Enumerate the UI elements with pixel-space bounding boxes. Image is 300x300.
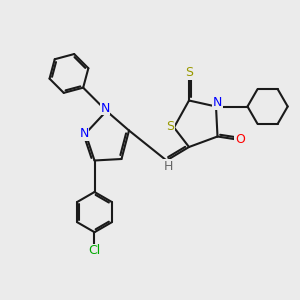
Text: S: S <box>185 66 193 79</box>
Text: Cl: Cl <box>88 244 101 257</box>
Text: N: N <box>100 101 110 115</box>
Text: H: H <box>163 160 173 173</box>
Text: S: S <box>167 119 174 133</box>
Text: N: N <box>213 96 222 110</box>
Text: N: N <box>79 127 89 140</box>
Text: O: O <box>235 133 245 146</box>
